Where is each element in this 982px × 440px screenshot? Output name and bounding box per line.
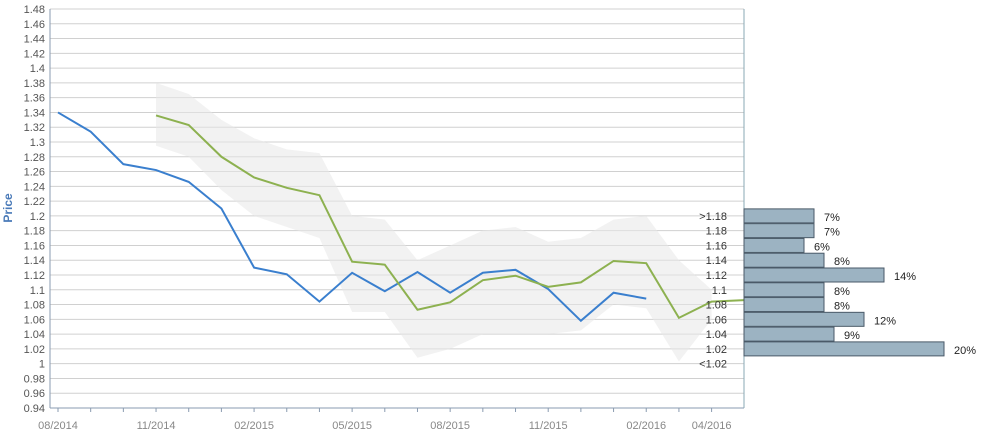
grid-lines xyxy=(50,8,744,409)
distribution-bar xyxy=(743,297,825,313)
distribution-bar xyxy=(743,311,865,327)
y-tick-label: 1.44 xyxy=(24,34,45,46)
y-tick-label: 1.3 xyxy=(30,137,45,149)
distribution-percent-label: 8% xyxy=(834,256,850,268)
distribution-bar xyxy=(743,223,815,239)
y-tick-label: 1.18 xyxy=(24,226,45,238)
series-lines xyxy=(57,111,745,323)
distribution-bucket-label: >1.18 xyxy=(699,211,727,223)
distribution-bucket-label: 1.02 xyxy=(706,344,727,356)
y-tick-label: 1.26 xyxy=(24,167,45,179)
y-tick-label: 1.46 xyxy=(24,19,45,31)
distribution-percent-label: 12% xyxy=(874,315,896,327)
y-tick-label: 1.04 xyxy=(24,329,45,341)
distribution-bars: >1.18 7% 1.18 7% 1.16 6% 1.14 8% 1.12 14% 1.1 8% 1.0… xyxy=(699,208,976,371)
y-tick-label: 0.94 xyxy=(24,403,45,415)
x-tick-label: 02/2016 xyxy=(626,420,666,432)
y-tick-label: 1.16 xyxy=(24,240,45,252)
distribution-bar xyxy=(743,252,825,268)
distribution-bucket-label: 1.04 xyxy=(706,329,727,341)
distribution-bucket-label: 1.1 xyxy=(712,285,727,297)
y-tick-label: 1.2 xyxy=(30,211,45,223)
range-band-area xyxy=(156,82,712,362)
distribution-bar xyxy=(743,326,835,342)
distribution-bar xyxy=(743,267,885,283)
distribution-bucket-label: 1.16 xyxy=(706,240,727,252)
distribution-bucket-label: 1.18 xyxy=(706,226,727,238)
y-tick-label: 1.4 xyxy=(30,63,45,75)
distribution-percent-label: 7% xyxy=(824,212,840,224)
distribution-bucket-label: 1.06 xyxy=(706,314,727,326)
y-tick-label: 1.36 xyxy=(24,93,45,105)
y-tick-label: 1.28 xyxy=(24,152,45,164)
distribution-percent-label: 9% xyxy=(844,330,860,342)
distribution-bucket-label: 1.08 xyxy=(706,300,727,312)
x-tick-label: 11/2015 xyxy=(529,420,568,432)
y-tick-label: 1.1 xyxy=(30,285,45,297)
distribution-bar xyxy=(743,341,945,357)
x-tick-label: 08/2014 xyxy=(38,420,78,432)
y-tick-label: 0.96 xyxy=(24,388,45,400)
y-tick-label: 1.06 xyxy=(24,314,45,326)
y-tick-label: 1 xyxy=(39,359,45,371)
series-line-2 xyxy=(155,114,745,320)
x-tick-label: 04/2016 xyxy=(692,420,732,432)
y-tick-label: 1.42 xyxy=(24,48,45,60)
x-tick-label: 05/2015 xyxy=(332,420,372,432)
y-tick-label: 1.24 xyxy=(24,181,45,193)
y-tick-label: 1.12 xyxy=(24,270,45,282)
distribution-percent-label: 20% xyxy=(954,345,976,357)
y-tick-label: 1.48 xyxy=(24,4,45,16)
distribution-bar xyxy=(743,208,815,224)
series-line-1 xyxy=(57,111,647,323)
distribution-percent-label: 14% xyxy=(894,271,916,283)
y-tick-label: 1.22 xyxy=(24,196,45,208)
x-tick-label: 11/2014 xyxy=(137,420,176,432)
y-tick-label: 1.08 xyxy=(24,300,45,312)
y-tick-label: 0.98 xyxy=(24,373,45,385)
distribution-bucket-label: 1.14 xyxy=(706,255,727,267)
x-tick-label: 08/2015 xyxy=(430,420,470,432)
y-axis-label: Price xyxy=(1,193,15,223)
distribution-percent-label: 8% xyxy=(834,286,850,298)
x-tick-labels: 08/2014 11/2014 02/2015 05/2015 08/2015 11/20… xyxy=(38,420,731,432)
y-tick-label: 1.34 xyxy=(24,107,45,119)
distribution-percent-label: 7% xyxy=(824,227,840,239)
distribution-bucket-label: 1.12 xyxy=(706,270,727,282)
distribution-bar xyxy=(743,282,825,298)
y-tick-label: 1.32 xyxy=(24,122,45,134)
distribution-bar xyxy=(743,237,805,253)
x-tick-label: 02/2015 xyxy=(234,420,274,432)
y-tick-label: 1.02 xyxy=(24,344,45,356)
y-tick-label: 1.38 xyxy=(24,78,45,90)
distribution-percent-label: 6% xyxy=(814,241,830,253)
axes xyxy=(49,9,745,412)
distribution-percent-label: 8% xyxy=(834,301,850,313)
y-tick-label: 1.14 xyxy=(24,255,45,267)
y-tick-labels: 1.48 1.46 1.44 1.42 1.4 1.38 1.36 1.34 1.32 1.3 1.… xyxy=(24,4,45,415)
forecast-range-band xyxy=(156,82,712,362)
distribution-bucket-label: <1.02 xyxy=(699,359,727,371)
